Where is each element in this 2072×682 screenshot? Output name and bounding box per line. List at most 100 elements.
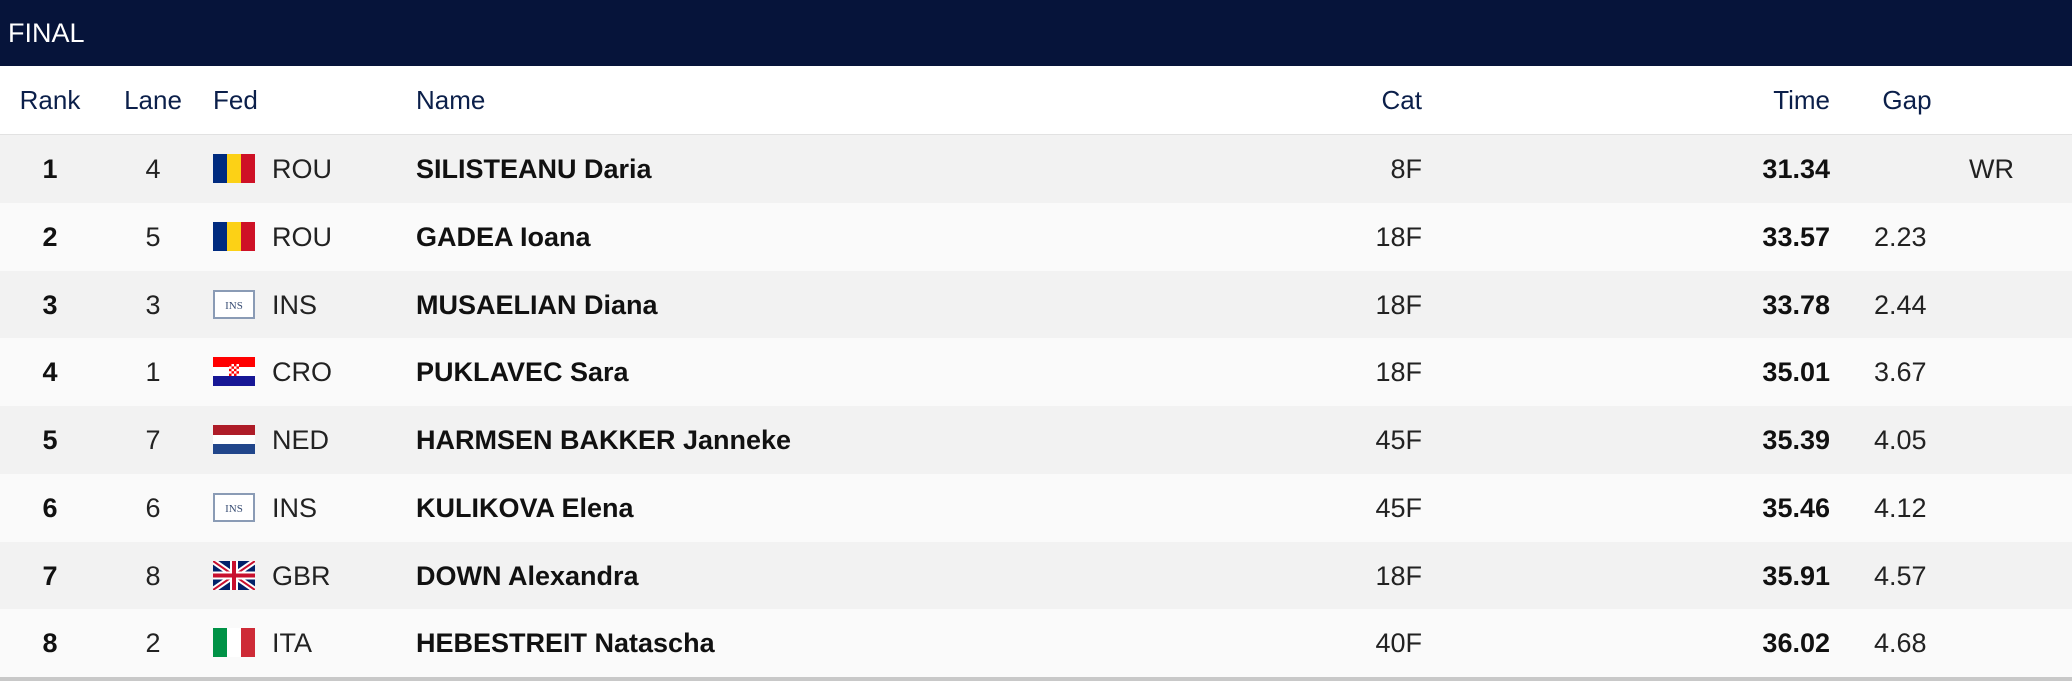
- athlete-name: DOWN Alexandra: [416, 560, 639, 591]
- flag: INS: [213, 492, 255, 522]
- flag-part: [227, 154, 241, 183]
- result-row: 7 8 GBR DOWN Alexandra 18F 35.91 4.57: [0, 541, 2072, 610]
- col-gap: Gap: [1882, 85, 1932, 115]
- flag: INS: [213, 289, 255, 319]
- flag-part: [229, 369, 232, 372]
- athlete-name: GADEA Ioana: [416, 221, 591, 252]
- federation: INS: [272, 492, 318, 523]
- category: 18F: [1375, 357, 1422, 388]
- flag-text: INS: [225, 503, 243, 515]
- col-fed: Fed: [213, 85, 258, 115]
- lane: 6: [145, 492, 161, 523]
- gap: 4.12: [1874, 492, 1927, 523]
- rank: 1: [42, 154, 58, 184]
- flag-part: [241, 221, 255, 251]
- gap: 3.67: [1874, 357, 1927, 388]
- athlete-name: PUKLAVEC Sara: [416, 357, 629, 388]
- flag-part: [234, 369, 237, 372]
- gap: 4.57: [1874, 560, 1927, 591]
- federation: CRO: [272, 357, 332, 388]
- flag-part: [213, 357, 255, 368]
- column-header-row: Rank Lane Fed Name Cat Time Gap: [0, 66, 2072, 135]
- category: 8F: [1390, 154, 1422, 184]
- rank: 3: [42, 289, 58, 320]
- rank: 8: [42, 628, 58, 659]
- flag-part: [213, 154, 227, 183]
- gap: 2.23: [1874, 221, 1927, 252]
- gap: 4.05: [1874, 425, 1927, 455]
- flag-part: [227, 628, 241, 658]
- athlete-name: MUSAELIAN Diana: [416, 289, 658, 320]
- flag-part: [241, 154, 255, 183]
- header-title: FINAL: [8, 18, 85, 48]
- rank: 6: [42, 492, 58, 523]
- flag-part: [241, 628, 255, 658]
- time: 33.78: [1762, 289, 1830, 320]
- rank: 7: [42, 560, 58, 591]
- time: 35.46: [1762, 492, 1830, 523]
- athlete-name: HARMSEN BAKKER Janneke: [416, 425, 792, 455]
- category: 45F: [1375, 492, 1422, 523]
- athlete-name: KULIKOVA Elena: [416, 492, 634, 523]
- federation: GBR: [272, 560, 331, 591]
- col-lane: Lane: [124, 85, 182, 115]
- result-row: 1 4 ROU SILISTEANU Daria 8F 31.34 WR: [0, 135, 2072, 203]
- federation: NED: [272, 425, 330, 455]
- result-row: 8 2 ITA HEBESTREIT Natascha 40F 36.02 4.68: [0, 609, 2072, 678]
- time: 35.01: [1762, 357, 1830, 388]
- flag-part: [234, 373, 237, 377]
- col-time: Time: [1773, 85, 1830, 115]
- rank: 5: [42, 425, 58, 455]
- lane: 5: [145, 221, 161, 252]
- result-row: 3 3 INS INS MUSAELIAN Diana 18F 33.78 2.44: [0, 270, 2072, 339]
- lane: 2: [145, 628, 161, 659]
- flag-part: [234, 364, 237, 367]
- flag-part: [213, 425, 255, 435]
- athlete-name: SILISTEANU Daria: [416, 154, 652, 184]
- bottom-border: [0, 677, 2072, 681]
- category: 18F: [1375, 289, 1422, 320]
- category: 45F: [1375, 425, 1422, 455]
- category: 18F: [1375, 560, 1422, 591]
- result-row: 4 1 CRO PUKLAVEC Sara 18F 35.01 3.67: [0, 338, 2072, 407]
- flag-part: [213, 444, 255, 454]
- federation: ROU: [272, 154, 332, 184]
- record-note: WR: [1969, 154, 2014, 184]
- flag: [213, 221, 255, 251]
- flag-part: [227, 221, 241, 251]
- flag-part: [213, 573, 255, 577]
- flag-part: [213, 628, 227, 658]
- flag-part: [236, 366, 239, 370]
- athlete-name: HEBESTREIT Natascha: [416, 628, 715, 659]
- flag-part: [229, 364, 232, 367]
- time: 35.39: [1762, 425, 1830, 455]
- flag-part: [231, 366, 234, 370]
- header-bar: FINAL: [0, 0, 2072, 66]
- gap: 2.44: [1874, 289, 1927, 320]
- time: 35.91: [1762, 560, 1830, 591]
- result-row: 6 6 INS INS KULIKOVA Elena 45F 35.46 4.12: [0, 473, 2072, 542]
- col-cat: Cat: [1381, 85, 1422, 115]
- flag-text: INS: [225, 300, 243, 312]
- lane: 8: [145, 560, 161, 591]
- federation: INS: [272, 289, 318, 320]
- flag-part: [229, 373, 232, 377]
- flag-part: [213, 221, 227, 251]
- time: 31.34: [1762, 154, 1830, 184]
- flag-part: [213, 435, 255, 444]
- federation: ITA: [272, 628, 312, 659]
- time: 36.02: [1762, 628, 1830, 659]
- lane: 7: [145, 425, 161, 455]
- lane: 4: [145, 154, 161, 184]
- rank: 4: [42, 357, 58, 388]
- flag-part: [213, 289, 255, 319]
- result-row: 2 5 ROU GADEA Ioana 18F 33.57 2.23: [0, 202, 2072, 271]
- result-row: 5 7 NED HARMSEN BAKKER Janneke 45F 35.39 4.05: [0, 406, 2072, 474]
- category: 18F: [1375, 221, 1422, 252]
- flag-part: [213, 492, 255, 522]
- flag: [213, 628, 255, 658]
- time: 33.57: [1762, 221, 1830, 252]
- lane: 3: [145, 289, 161, 320]
- lane: 1: [145, 357, 161, 388]
